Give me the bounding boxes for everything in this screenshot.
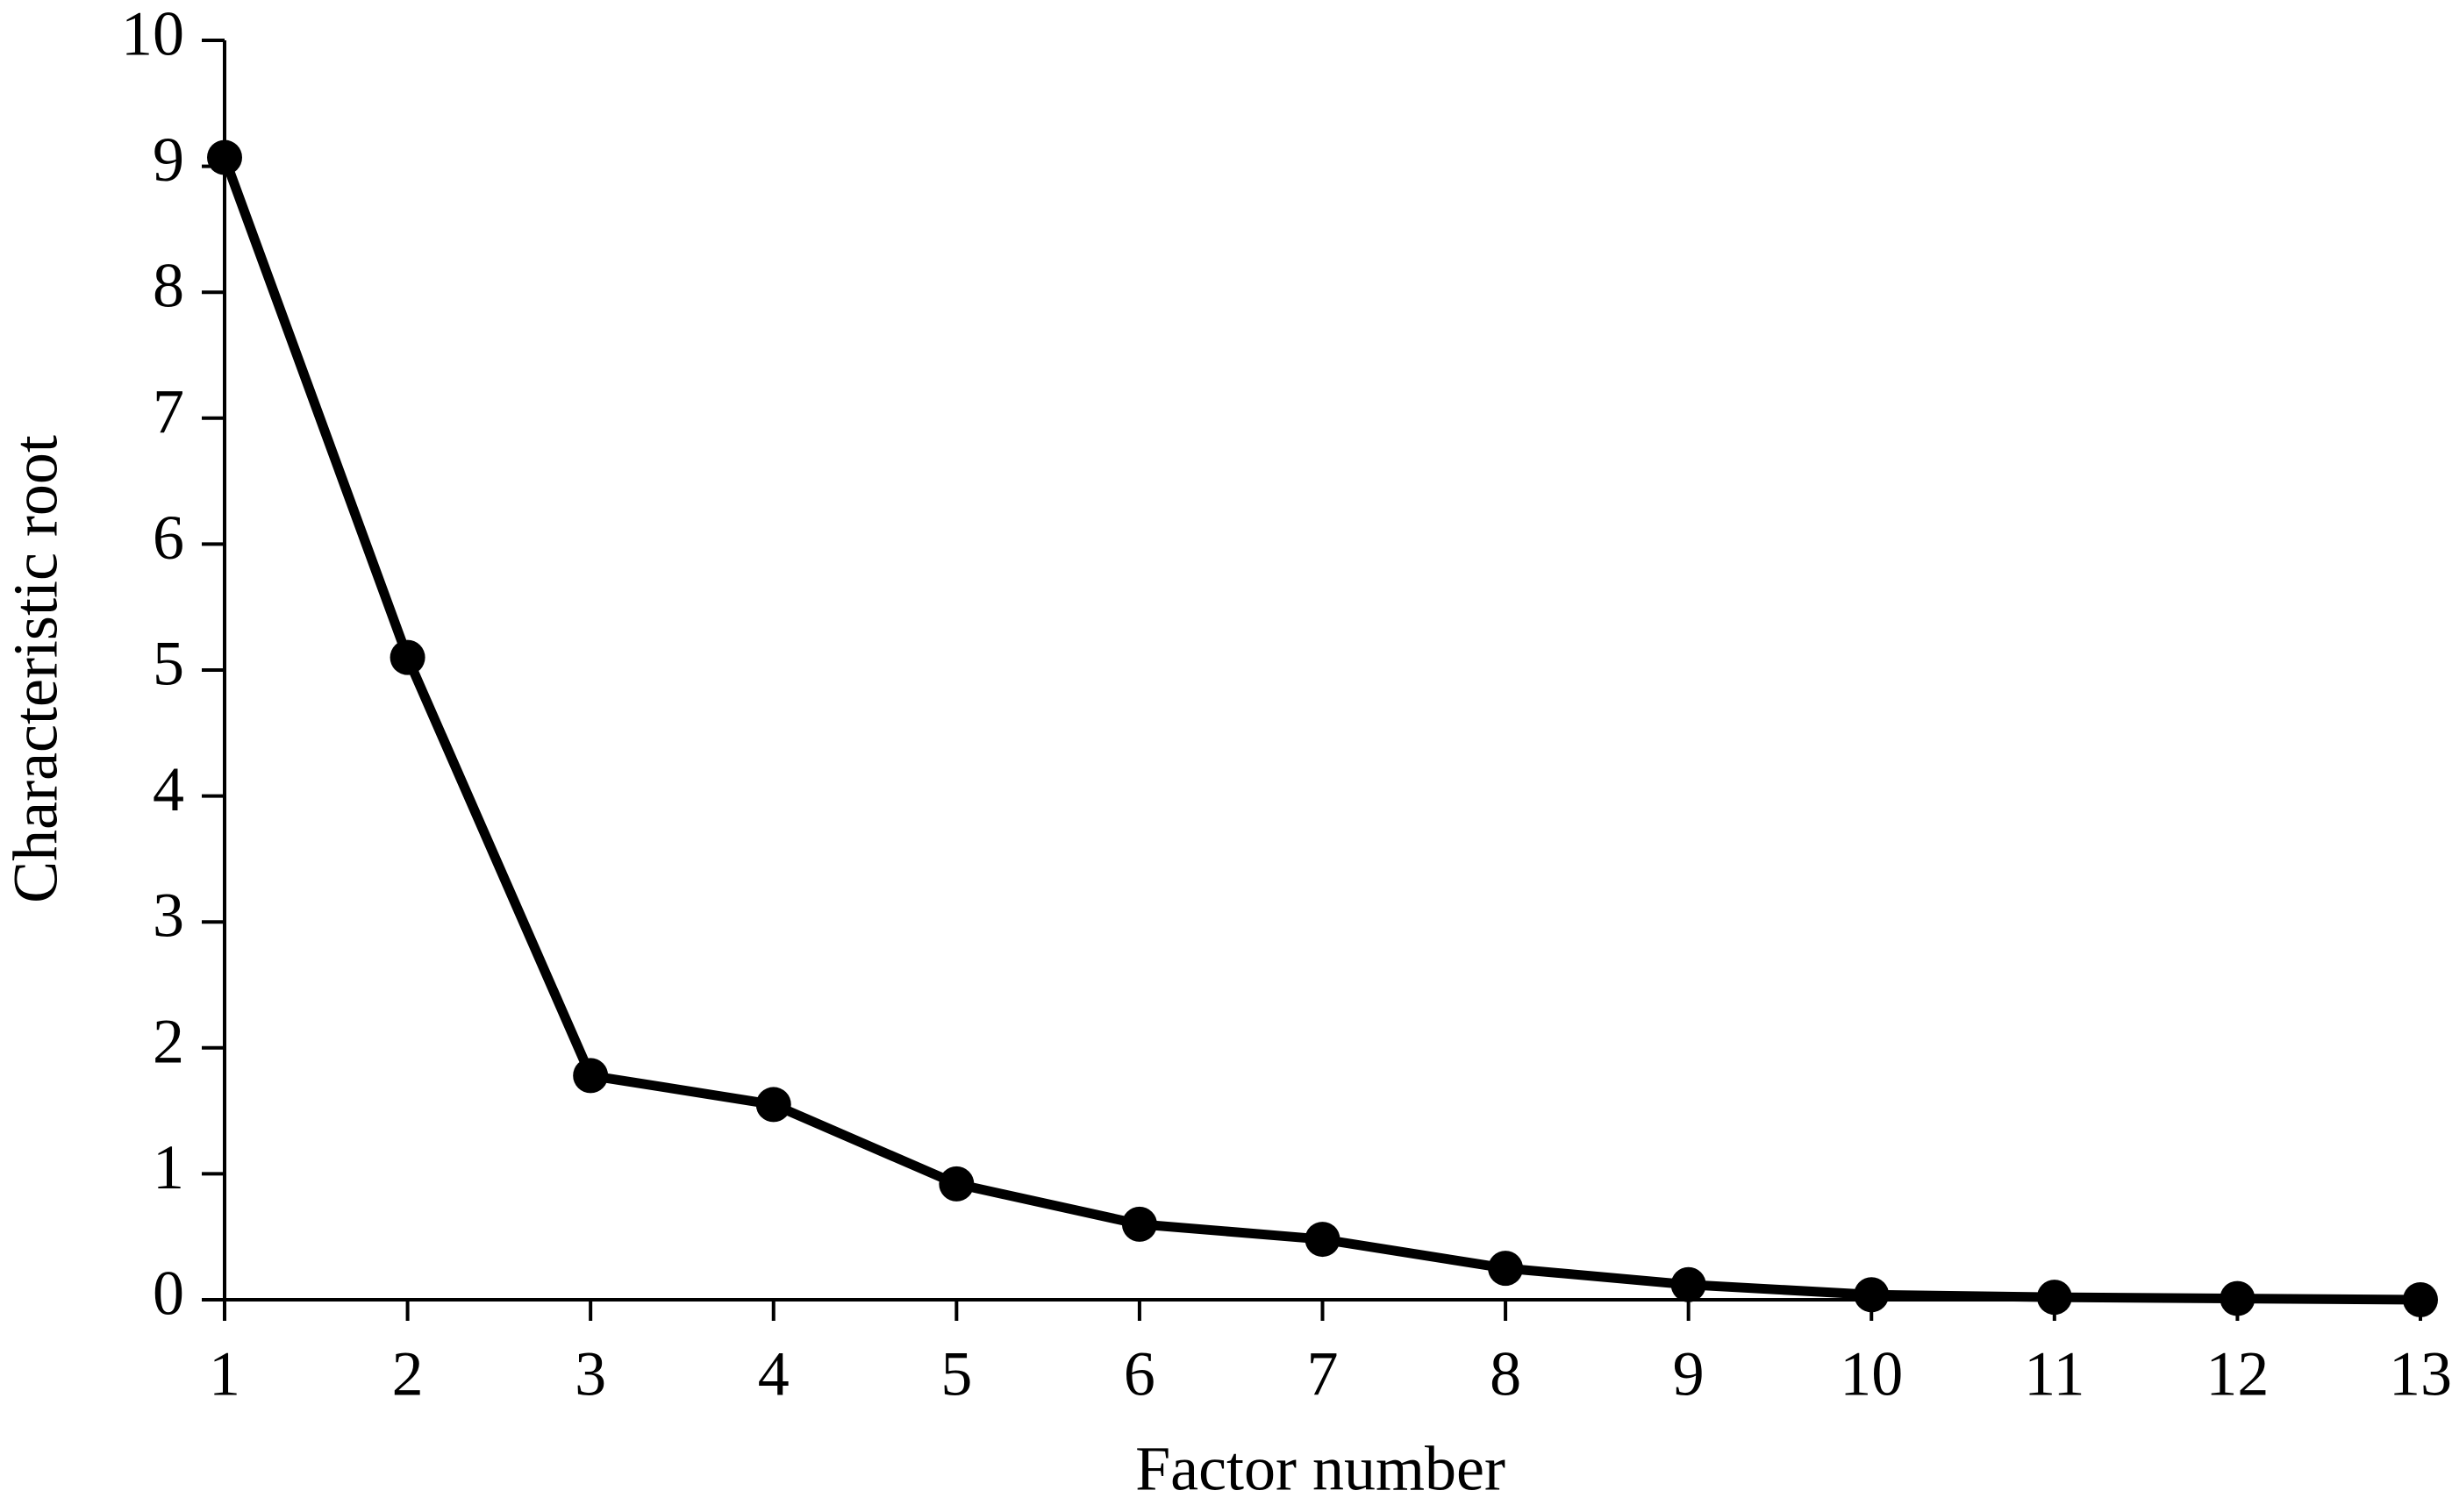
marker: [2036, 1280, 2072, 1316]
marker: [390, 639, 425, 675]
line: [219, 155, 2421, 1305]
y-tick-label: 0: [153, 1259, 184, 1329]
marker: [1854, 1277, 1890, 1313]
x-tick-label: 7: [1307, 1339, 1339, 1409]
y-tick-label: 1: [153, 1132, 184, 1202]
y-tick-label: 2: [153, 1006, 184, 1076]
x-axis-title: Factor number: [1135, 1434, 1505, 1504]
y-tick-label: 9: [153, 125, 184, 195]
y-tick-label: 7: [153, 376, 184, 446]
marker: [2220, 1280, 2255, 1316]
x-tick-label: 8: [1490, 1339, 1521, 1409]
x-tick-label: 10: [1840, 1339, 1903, 1409]
x-tick-label: 3: [575, 1339, 606, 1409]
y-tick-label: 6: [153, 503, 184, 573]
x-tick-label: 2: [392, 1339, 424, 1409]
x-tick-label: 1: [209, 1339, 240, 1409]
x-tick-label: 11: [2024, 1339, 2084, 1409]
y-tick-label: 8: [153, 251, 184, 321]
y-tick-label: 3: [153, 881, 184, 951]
x-tick-label: 9: [1673, 1339, 1705, 1409]
marker: [939, 1166, 975, 1202]
y-tick-label: 10: [121, 0, 184, 69]
x-tick-label: 5: [940, 1339, 972, 1409]
y-tick-label: 4: [153, 754, 184, 824]
x-tick-label: 6: [1124, 1339, 1155, 1409]
marker: [1488, 1251, 1524, 1287]
y-axis-title: Characteristic root: [1, 435, 71, 903]
marker: [207, 139, 242, 175]
marker: [1670, 1266, 1706, 1302]
x-tick-label: 13: [2389, 1339, 2452, 1409]
x-tick-label: 12: [2205, 1339, 2269, 1409]
marker: [573, 1058, 609, 1094]
x-tick-label: 4: [758, 1339, 790, 1409]
marker: [1305, 1222, 1340, 1258]
marker: [2403, 1282, 2438, 1317]
marker: [1121, 1206, 1157, 1242]
y-tick-label: 5: [153, 629, 184, 699]
marker: [755, 1087, 791, 1123]
